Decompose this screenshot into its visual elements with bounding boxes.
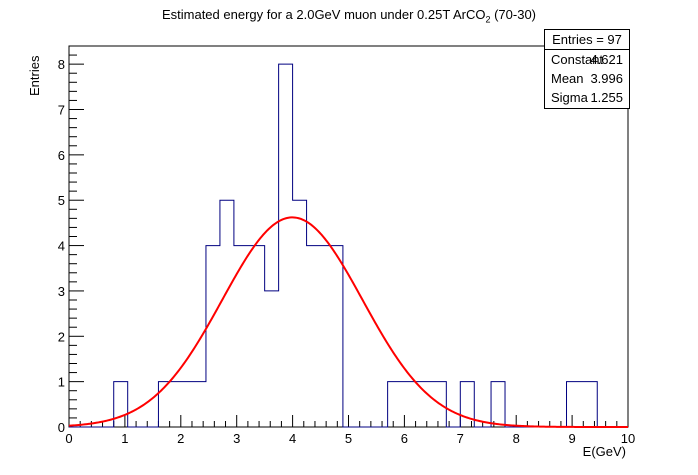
x-tick-label: 2 <box>177 431 184 446</box>
stats-label: Sigma <box>551 90 588 105</box>
x-tick-label: 6 <box>401 431 408 446</box>
x-tick-label: 9 <box>568 431 575 446</box>
x-axis-label: E(GeV) <box>582 444 626 459</box>
y-tick-label: 3 <box>58 284 65 299</box>
x-tick-label: 7 <box>457 431 464 446</box>
y-tick-label: 1 <box>58 375 65 390</box>
chart-title: Estimated energy for a 2.0GeV muon under… <box>0 7 698 25</box>
gaussian-fit-curve <box>68 216 628 428</box>
stats-row-sigma: Sigma 1.255 <box>545 88 629 107</box>
stats-box: Entries = 97 Constant 4.621 Mean 3.996 S… <box>544 29 630 109</box>
stats-value: 4.621 <box>590 52 623 67</box>
stats-row-constant: Constant 4.621 <box>545 50 629 69</box>
stats-label: Constant <box>551 52 604 67</box>
stats-value: 1.255 <box>590 90 623 105</box>
x-tick-label: 1 <box>121 431 128 446</box>
x-tick-label: 10 <box>621 431 635 446</box>
x-tick-label: 4 <box>289 431 296 446</box>
y-tick-label: 0 <box>58 420 65 435</box>
stats-row-mean: Mean 3.996 <box>545 69 629 88</box>
x-tick-label: 8 <box>513 431 520 446</box>
y-tick-label: 8 <box>58 57 65 72</box>
y-tick-label: 7 <box>58 103 65 118</box>
chart-title-main: Estimated energy for a 2.0GeV muon under… <box>161 7 486 22</box>
y-tick-label: 2 <box>58 329 65 344</box>
chart-title-subscript: 2 <box>485 14 491 25</box>
y-tick-label: 5 <box>58 193 65 208</box>
chart-title-tail: (70-30) <box>490 7 537 22</box>
tick-labels: 0 1 2 3 4 5 6 7 8 9 10 0 1 2 3 4 5 6 7 8 <box>58 57 635 446</box>
stats-label: Mean <box>551 71 584 86</box>
y-axis-label: Entries <box>27 55 42 96</box>
stats-entries: Entries = 97 <box>545 30 629 50</box>
y-tick-label: 4 <box>58 239 65 254</box>
x-tick-label: 0 <box>65 431 72 446</box>
histogram-series <box>69 63 628 428</box>
x-tick-label: 5 <box>345 431 352 446</box>
stats-value: 3.996 <box>590 71 623 86</box>
axis-ticks <box>68 45 629 428</box>
y-tick-label: 6 <box>58 148 65 163</box>
x-tick-label: 3 <box>233 431 240 446</box>
